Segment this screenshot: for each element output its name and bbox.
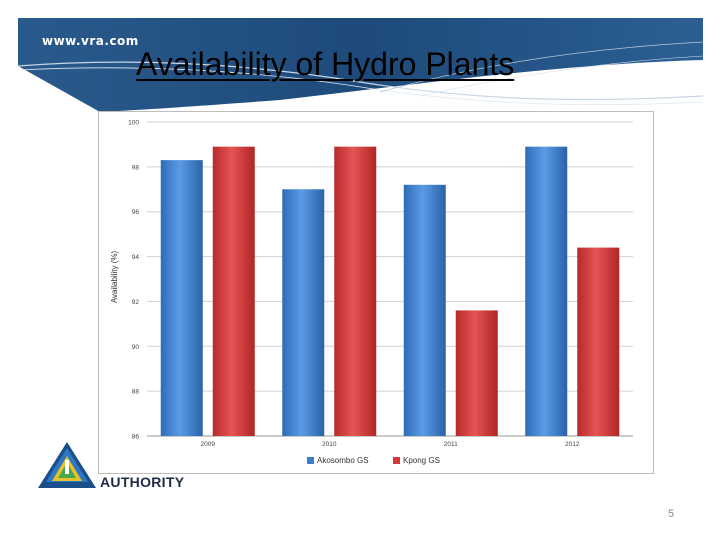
page-title: Availability of Hydro Plants [136, 46, 515, 82]
y-tick-label: 98 [132, 164, 140, 171]
legend-swatch [307, 457, 314, 464]
y-tick-label: 86 [132, 434, 140, 441]
y-tick-label: 90 [132, 344, 140, 351]
y-tick-label: 100 [128, 120, 139, 127]
header-banner [17, 18, 704, 112]
site-url: www.vra.com [42, 34, 139, 48]
bar-akosombo-gs-2009 [160, 160, 203, 436]
bar-kpong-gs-2010 [334, 146, 377, 436]
x-tick-label: 2012 [565, 441, 580, 448]
legend-label: Kpong GS [403, 456, 440, 465]
y-tick-label: 96 [132, 209, 140, 216]
y-tick-label: 92 [132, 299, 140, 306]
y-tick-label: 94 [132, 254, 140, 261]
bar-kpong-gs-2012 [577, 247, 620, 436]
x-tick-label: 2009 [201, 441, 216, 448]
y-tick-label: 88 [132, 389, 140, 396]
bar-akosombo-gs-2010 [282, 189, 325, 436]
legend-label: Akosombo GS [317, 456, 369, 465]
bar-chart: 86 88 90 92 94 96 98 100 2009 2010 2011 2012 Availa… [110, 120, 633, 465]
page-number: 5 [668, 508, 675, 520]
x-tick-label: 2011 [444, 441, 458, 448]
bar-akosombo-gs-2011 [403, 184, 446, 436]
chart-frame: 86 88 90 92 94 96 98 100 2009 2010 2011 2012 Availa… [98, 111, 654, 474]
bar-kpong-gs-2009 [212, 146, 255, 436]
chart-legend: Akosombo GS Kpong GS [307, 456, 440, 465]
bar-akosombo-gs-2012 [525, 146, 568, 436]
x-tick-label: 2010 [322, 441, 337, 448]
logo-text: AUTHORITY [100, 474, 185, 490]
bar-kpong-gs-2011 [455, 310, 498, 436]
legend-swatch [393, 457, 400, 464]
y-axis-label: Availability (%) [110, 251, 119, 304]
vra-logo-icon [38, 442, 96, 488]
